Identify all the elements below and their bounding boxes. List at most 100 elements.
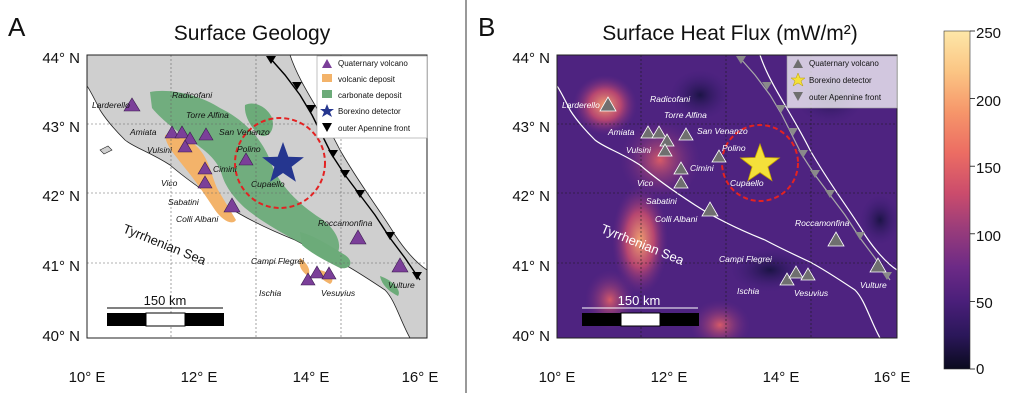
lat-tick-43: 43° N [42,119,80,136]
label-b-radicofani: Radicofani [650,94,691,104]
label-b-larderello: Larderello [562,100,600,110]
label-campi-flegrei: Campi Flegrei [251,256,305,266]
label-b-san-venanzo: San Venanzo [697,126,748,136]
label-b-ischia: Ischia [737,286,759,296]
panel-b-title: Surface Heat Flux (mW/m²) [602,22,858,45]
label-radicofani: Radicofani [172,90,213,100]
legend-b-label-detector: Borexino detector [809,76,872,85]
volcano-b-vulture [869,257,887,273]
panel-b-gridlines [557,55,897,338]
label-vulture: Vulture [388,280,415,290]
label-b-cimini: Cimini [690,163,715,173]
panel-a-volcanoes [123,97,409,286]
panel-a-scale-bar: 150 km [107,293,224,327]
label-sabatini: Sabatini [168,197,200,207]
volcano-ischia [300,272,316,286]
panel-b-scale-bar: 150 km [582,293,699,327]
scale-label-b: 150 km [618,293,661,308]
volcano-polino [238,152,254,166]
panel-b-letter: B [478,12,495,42]
heat-hotspot-coast [612,185,668,295]
label-b-vulture: Vulture [860,280,887,290]
lat-tick-b-42: 42° N [512,188,550,205]
label-torre-alfina: Torre Alfina [186,110,229,120]
colorbar-tick-0: 0 [976,361,984,378]
lat-tick-44: 44° N [42,50,80,67]
legend-carbonate-icon [322,90,332,98]
volcano-b-radicofani [651,125,667,139]
label-cupaello: Cupaello [251,179,285,189]
legend-label-detector: Borexino detector [338,107,401,116]
volcano-larderello [123,97,141,112]
heat-flux-colorbar: 250 200 150 100 50 0 [943,25,1001,378]
volcano-san-venanzo [198,127,214,141]
lat-tick-b-44: 44° N [512,50,550,67]
volcano-b-torre-alfina [659,133,675,147]
volcano-cimini [197,161,213,175]
label-b-roccamonfina: Roccamonfina [795,218,850,228]
lat-tick-b-41: 41° N [512,258,550,275]
label-b-torre-alfina: Torre Alfina [664,110,707,120]
lat-tick-40: 40° N [42,328,80,345]
label-roccamonfina: Roccamonfina [318,218,373,228]
label-b-amiata: Amiata [607,127,635,137]
volcano-amiata [164,125,180,139]
panel-a-letter: A [8,12,26,42]
label-san-venanzo: San Venanzo [219,127,270,137]
volcano-colli-albani [223,197,241,213]
label-vesuvius: Vesuvius [321,288,356,298]
lon-tick-b-10: 10° E [539,369,576,386]
legend-volcano-icon [322,59,332,68]
colorbar-tick-250: 250 [976,25,1001,42]
lat-tick-b-43: 43° N [512,119,550,136]
colorbar-tick-150: 150 [976,160,1001,177]
panel-b-map [557,55,897,338]
panel-a-title: Surface Geology [174,22,331,45]
panel-b-axes: 44° N 43° N 42° N 41° N 40° N 10° E 12° … [512,50,910,386]
volcano-torre-alfina [182,131,198,145]
lat-tick-42: 42° N [42,188,80,205]
lon-tick-b-14: 14° E [763,369,800,386]
volcano-b-cimini [673,161,689,175]
lon-tick-b-12: 12° E [651,369,688,386]
label-colli-albani: Colli Albani [176,214,219,224]
label-vico: Vico [161,178,178,188]
label-b-vesuvius: Vesuvius [794,288,829,298]
panel-a-legend: Quaternary volcano volcanic deposit carb… [316,55,428,139]
panel-b-volcanoes [599,96,887,286]
detector-radius-circle-b [721,124,799,202]
label-polino: Polino [237,144,261,154]
lat-tick-b-40: 40° N [512,328,550,345]
volcano-vico [197,175,213,189]
label-larderello: Larderello [92,100,130,110]
volcano-b-larderello [599,96,617,112]
volcano-b-campi-flegrei [788,265,804,279]
carbonate-deposit [150,90,340,255]
legend-volcanic-icon [322,74,332,82]
legend-b-front-icon [793,92,803,101]
legend-b-label-volcano: Quaternary volcano [809,59,879,68]
panel-a: A Surface Geology [8,12,438,386]
borexino-detector-star-b [739,142,781,182]
volcano-b-ischia [779,272,795,286]
lon-tick-16: 16° E [402,369,439,386]
legend-b-star-icon [790,72,806,87]
label-cimini: Cimini [213,164,238,174]
volcano-b-vesuvius [800,267,816,281]
volcano-b-polino [711,149,727,163]
legend-label-volcanic: volcanic deposit [338,75,396,84]
label-b-polino: Polino [722,143,746,153]
legend-label-front: outer Apennine front [338,124,411,133]
label-b-colli-albani: Colli Albani [655,214,698,224]
volcano-b-amiata [640,125,656,139]
volcano-roccamonfina [349,229,367,245]
lon-tick-14: 14° E [293,369,330,386]
legend-b-label-front: outer Apennine front [809,93,882,102]
label-b-vico: Vico [637,178,654,188]
label-amiata: Amiata [129,127,157,137]
lon-tick-10: 10° E [69,369,106,386]
volcano-radicofani [174,125,190,139]
label-vulsini: Vulsini [147,145,173,155]
scale-label-a: 150 km [144,293,187,308]
apennine-front-markers-b [736,56,892,280]
